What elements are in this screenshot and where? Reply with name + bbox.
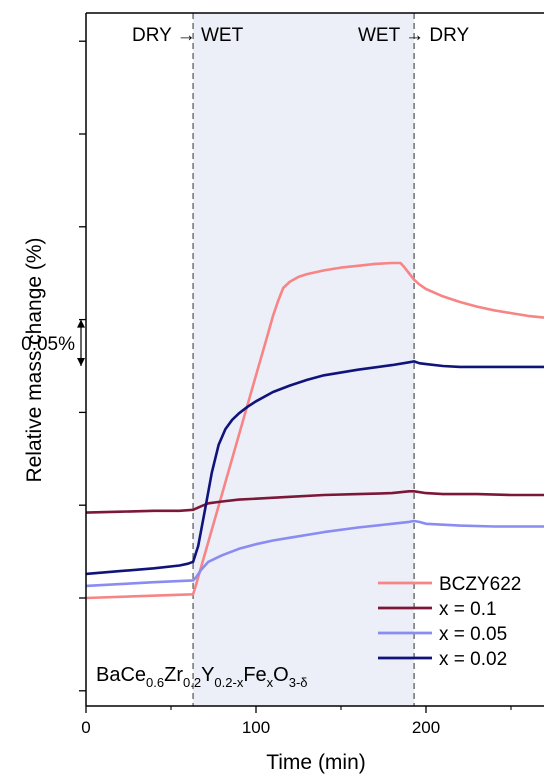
x-tick-label: 200 — [412, 718, 440, 737]
annotation-wet-to-dry: WET → DRY — [358, 25, 470, 46]
series-line — [86, 360, 544, 576]
scale-bar-arrow-top-icon — [77, 319, 85, 328]
x-axis-ticks: 0 100 200 — [81, 706, 512, 737]
legend: BCZY622 x = 0.1 x = 0.05 x = 0.02 — [378, 574, 521, 670]
series-lines — [86, 261, 544, 600]
y-axis-label: Relative mass change (%) — [23, 237, 46, 482]
x-tick-label: 0 — [81, 718, 90, 737]
scale-bar-label: 0.05% — [21, 334, 75, 355]
series-line — [86, 261, 544, 600]
legend-label: x = 0.05 — [439, 624, 507, 645]
y-axis-ticks — [79, 40, 86, 692]
series-line — [86, 490, 544, 514]
legend-label: x = 0.1 — [439, 599, 497, 620]
formula-label: BaCe0.6Zr0.2Y0.2-xFexO3-δ — [96, 664, 308, 690]
scale-bar: 0.05% — [21, 319, 85, 366]
annotation-dry-to-wet: DRY → WET — [132, 25, 244, 46]
x-axis-label: Time (min) — [266, 751, 366, 774]
wet-region-band — [193, 13, 415, 706]
scale-bar-arrow-bottom-icon — [77, 358, 85, 366]
series-line — [86, 519, 544, 588]
legend-label: x = 0.02 — [439, 649, 507, 670]
legend-label: BCZY622 — [439, 574, 521, 595]
x-tick-label: 100 — [242, 718, 270, 737]
